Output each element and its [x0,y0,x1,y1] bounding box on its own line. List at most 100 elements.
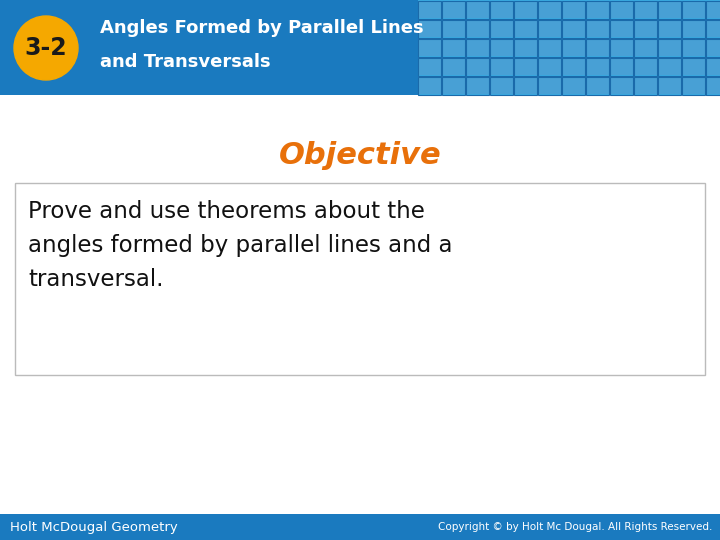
Bar [587,77,608,94]
Bar [682,19,705,37]
Bar [610,19,633,37]
Bar [610,1,633,18]
Bar [562,20,585,37]
Bar [490,77,513,94]
Bar [658,1,681,18]
Bar [562,58,585,75]
Bar [0,0,418,95]
Text: 3-2: 3-2 [24,36,67,60]
Bar [515,39,536,56]
Bar [418,39,441,56]
Bar [418,77,441,94]
Bar [562,77,585,94]
Bar [442,19,465,37]
Bar [538,57,561,76]
Bar [683,39,705,56]
Bar [514,38,537,57]
Bar [706,20,720,37]
Bar [658,57,681,76]
Bar [562,77,585,94]
Bar [586,1,609,18]
Bar [514,1,537,18]
Bar [515,20,536,37]
Bar [706,1,720,18]
Bar [418,0,720,95]
Bar [418,1,441,18]
Bar [467,58,489,75]
Bar [706,77,720,94]
Bar [490,1,513,18]
Bar [610,57,633,76]
Bar [634,1,657,18]
Bar [659,20,680,37]
Text: Objective: Objective [279,140,441,170]
Bar [418,58,441,75]
Bar [490,19,513,37]
Bar [490,38,513,57]
Bar [539,20,561,37]
Text: Angles Formed by Parallel Lines: Angles Formed by Parallel Lines [100,19,423,37]
Bar [706,1,720,18]
Bar [634,38,657,57]
Bar [611,39,633,56]
Bar [490,58,513,75]
Bar [587,1,608,18]
Text: Holt McDougal Geometry: Holt McDougal Geometry [10,521,178,534]
Bar [634,19,657,37]
Bar [682,77,705,94]
Bar [539,39,561,56]
Bar [683,77,705,94]
Bar [658,38,681,57]
Bar [634,77,657,94]
Bar [539,77,561,94]
Bar [514,19,537,37]
Bar [682,1,705,18]
Bar [658,19,681,37]
Bar [611,77,633,94]
Bar [466,38,489,57]
Bar [515,77,536,94]
Bar [659,58,680,75]
Bar [466,1,489,18]
Bar [538,19,561,37]
Bar [683,58,705,75]
Bar [659,39,680,56]
Bar [634,39,657,56]
Bar [706,77,720,94]
Bar [418,19,441,37]
Bar [562,1,585,18]
Bar [515,58,536,75]
Bar [442,1,465,18]
Bar [515,1,536,18]
Bar [467,39,489,56]
Bar [706,39,720,56]
Bar [443,39,464,56]
Bar [634,20,657,37]
Bar [539,58,561,75]
Bar [587,20,608,37]
Bar [562,39,585,56]
Text: Copyright © by Holt Mc Dougal. All Rights Reserved.: Copyright © by Holt Mc Dougal. All Right… [438,522,712,532]
Bar [587,58,608,75]
Bar [514,57,537,76]
Bar [611,20,633,37]
Bar [490,77,513,94]
Bar [586,77,609,94]
Bar [466,77,489,94]
Bar [706,57,720,76]
Bar [706,38,720,57]
Bar [562,38,585,57]
Bar [562,57,585,76]
Bar [443,77,464,94]
Bar [658,77,681,94]
Bar [586,38,609,57]
Bar [418,77,441,94]
Bar [586,19,609,37]
Bar [442,57,465,76]
Bar [466,19,489,37]
Bar [634,77,657,94]
Bar [538,38,561,57]
Bar [634,1,657,18]
Circle shape [14,16,78,80]
Bar [490,20,513,37]
